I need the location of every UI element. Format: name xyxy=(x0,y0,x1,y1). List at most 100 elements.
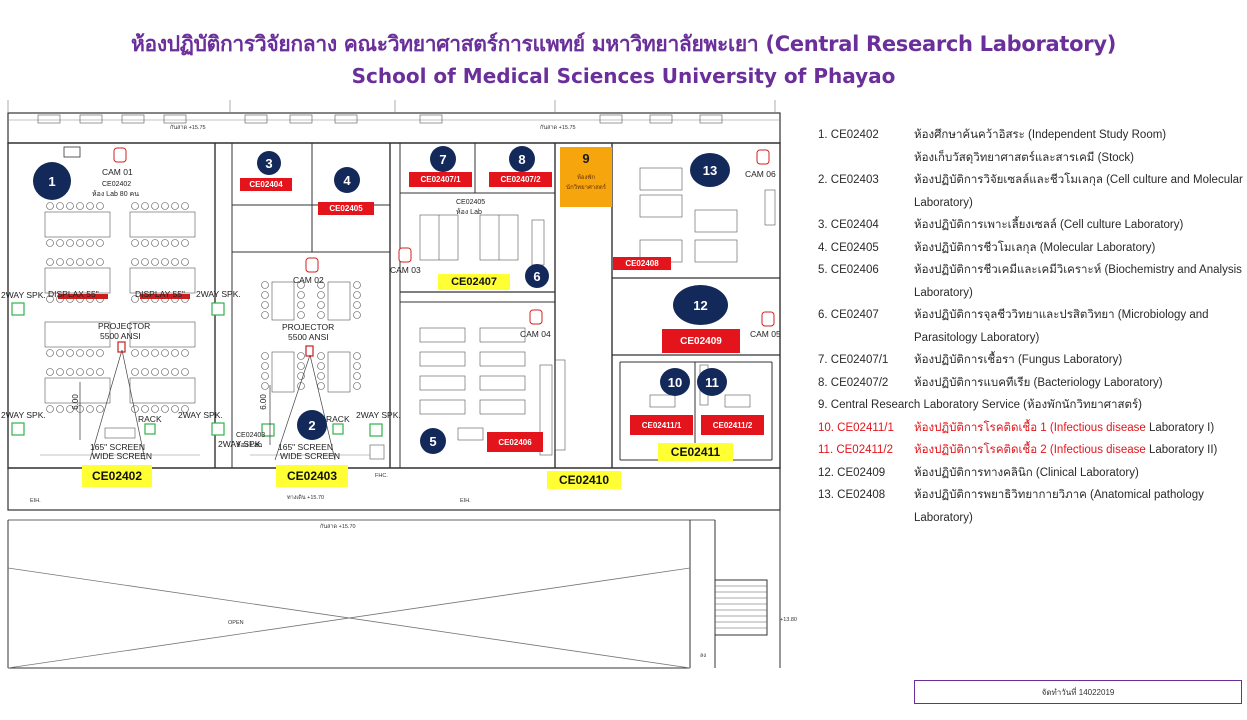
rack-label: RACK xyxy=(138,414,162,424)
camera-icon xyxy=(529,309,543,325)
page-title-thai: ห้องปฏิบัติการวิจัยกลาง คณะวิทยาศาสตร์กา… xyxy=(130,32,1117,56)
legend-description: ห้องปฏิบัติการจุลชีววิทยาและปรสิตวิทยา (… xyxy=(914,304,1243,349)
legend-description-text: ห้องปฏิบัติการแบคทีเรีย (Bacteriology La… xyxy=(914,376,1163,389)
speaker-icon xyxy=(11,422,25,436)
room-number-9: 9 xyxy=(582,151,590,166)
room-code-ce02410: CE02410 xyxy=(547,471,621,489)
legend-description-text: ห้องศึกษาค้นคว้าอิสระ (Independent Study… xyxy=(914,129,1167,141)
legend-row: 13. CE02408 ห้องปฏิบัติการพยาธิวิทยากายวิ… xyxy=(818,484,1243,529)
legend-description-text: ห้องปฏิบัติการพยาธิวิทยากายวิภาค (Anatom… xyxy=(914,489,1204,524)
level-label: กันสาด +15.70 xyxy=(320,524,356,530)
speaker-icon xyxy=(261,423,275,437)
legend-code: 9. Central Research Laboratory Service (… xyxy=(818,399,1142,411)
speaker-label: 2WAY SPK. xyxy=(1,410,46,420)
projector-ansi: 5500 ANSI xyxy=(288,332,329,342)
speaker-icon xyxy=(11,302,25,316)
legend-row: ห้องเก็บวัสดุวิทยาศาสตร์และสารเคมี (Stoc… xyxy=(818,147,1243,170)
level-label: กันสาด +15.75 xyxy=(170,125,206,131)
legend-code: 13. CE02408 xyxy=(818,489,886,501)
camera-icon xyxy=(761,311,775,327)
legend-description: ห้องปฏิบัติการโรคติดเชื้อ 1 (Infectious … xyxy=(914,417,1243,440)
legend-description: ห้องศึกษาค้นคว้าอิสระ (Independent Study… xyxy=(914,124,1243,147)
legend-description-text: ห้องปฏิบัติการวิจัยเซลล์และชีวโมเลกุล (C… xyxy=(914,174,1243,209)
speaker-label: 2WAY SPK. xyxy=(1,290,46,300)
legend-row: 7. CE02407/1 ห้องปฏิบัติการเชื้อรา (Fungu… xyxy=(818,349,1243,372)
legend-code xyxy=(818,147,914,170)
screen-label: 165" SCREEN xyxy=(278,442,333,452)
room-number-13: 13 xyxy=(690,153,730,187)
eh-label: EIH. xyxy=(460,498,471,504)
display-screen-1 xyxy=(58,294,108,299)
legend-code: 5. CE02406 xyxy=(818,264,879,276)
room-tag-ce02408: CE02408 xyxy=(613,257,671,270)
legend-description: ห้องปฏิบัติการโรคติดเชื้อ 2 (Infectious … xyxy=(914,439,1243,462)
display-label: DISPLAY 55" xyxy=(135,289,185,299)
room-number-1: 1 xyxy=(33,162,71,200)
legend-code: 7. CE02407/1 xyxy=(818,354,889,366)
legend-description-text: ห้องปฏิบัติการเพาะเลี้ยงเซลล์ (Cell cult… xyxy=(914,219,1184,231)
speaker-icon xyxy=(211,422,225,436)
legend-code: 6. CE02407 xyxy=(818,309,879,321)
display-screen-2 xyxy=(140,294,190,299)
room-9-caption: นักวิทยาศาสตร์ xyxy=(566,185,606,191)
room-number-8: 8 xyxy=(509,146,535,172)
legend-code: 1. CE02402 xyxy=(818,129,879,141)
legend-code: 4. CE02405 xyxy=(818,241,879,254)
camera-icon xyxy=(398,247,412,263)
display-label: DISPLAX 55" xyxy=(48,289,99,299)
legend-row: 6. CE02407 ห้องปฏิบัติการจุลชีววิทยาและปร… xyxy=(818,304,1243,349)
room-caption: ห้อง Lab xyxy=(456,209,482,216)
dimension-label: 6.00 xyxy=(70,394,80,410)
floor-plan xyxy=(7,100,781,669)
legend-description-text: ห้องปฏิบัติการจุลชีววิทยาและปรสิตวิทยา (… xyxy=(914,309,1209,344)
room-legend: 1. CE02402 ห้องศึกษาค้นคว้าอิสระ (Indepen… xyxy=(818,124,1243,529)
eh-label: EIH. xyxy=(30,498,41,504)
room-number-12: 12 xyxy=(673,285,728,325)
rack-icon xyxy=(332,423,344,435)
legend-description: ห้องปฏิบัติการแบคทีเรีย (Bacteriology La… xyxy=(914,372,1243,395)
legend-description: ห้องปฏิบัติการชีวเคมีและเคมีวิเคราะห์ (B… xyxy=(914,259,1243,304)
speaker-icon xyxy=(369,423,383,437)
room-number-6: 6 xyxy=(525,264,549,288)
legend-description-text: ห้องปฏิบัติการโรคติดเชื้อ 2 (Infectious … xyxy=(914,444,1146,456)
legend-description: ห้องปฏิบัติการเชื้อรา (Fungus Laboratory… xyxy=(914,349,1243,372)
room-9-box: 9 ห้องพัก นักวิทยาศาสตร์ xyxy=(560,147,612,207)
projector-icon xyxy=(305,345,314,357)
fhc-label: FHC. xyxy=(375,473,388,479)
top-wall xyxy=(7,112,781,144)
camera-icon xyxy=(756,149,770,165)
projector-label: PROJECTOR xyxy=(98,321,151,331)
camera-label: CAM 02 xyxy=(293,275,324,285)
legend-row: 2. CE02403 ห้องปฏิบัติการวิจัยเซลล์และชีว… xyxy=(818,169,1243,214)
room-tag-ce02407-1: CE02407/1 xyxy=(409,172,472,187)
room-code-ce02411: CE02411 xyxy=(658,443,733,461)
legend-code: 12. CE02409 xyxy=(818,466,886,479)
level-label: กันสาด +15.75 xyxy=(540,125,576,131)
projector-ansi: 5500 ANSI xyxy=(100,331,141,341)
projector-label: PROJECTOR xyxy=(282,322,335,332)
room-code-ce02403: CE02403 xyxy=(276,465,348,487)
legend-description: ห้องปฏิบัติการชีวโมเลกุล (Molecular Labo… xyxy=(914,237,1243,260)
legend-description: ห้องปฏิบัติการพยาธิวิทยากายวิภาค (Anatom… xyxy=(914,484,1243,529)
room-number-10: 10 xyxy=(660,368,690,396)
room-number-2: 2 xyxy=(297,410,327,440)
legend-row: 4. CE02405 ห้องปฏิบัติการชีวโมเลกุล (Mole… xyxy=(818,237,1243,260)
legend-description-text: ห้องเก็บวัสดุวิทยาศาสตร์และสารเคมี (Stoc… xyxy=(914,151,1135,164)
legend-row: 5. CE02406 ห้องปฏิบัติการชีวเคมีและเคมีวิ… xyxy=(818,259,1243,304)
room-tag-ce02407-2: CE02407/2 xyxy=(489,172,552,187)
level-label: +13.80 xyxy=(780,617,797,623)
room-code: CE02403 xyxy=(236,432,266,439)
legend-description: ห้องปฏิบัติการวิจัยเซลล์และชีวโมเลกุล (C… xyxy=(914,169,1243,214)
camera-label: CAM 03 xyxy=(390,265,421,275)
room-tag-ce02411-2: CE02411/2 xyxy=(701,415,764,435)
legend-description-text: ห้องปฏิบัติการทางคลินิก (Clinical Labora… xyxy=(914,466,1139,479)
legend-description: ห้องเก็บวัสดุวิทยาศาสตร์และสารเคมี (Stoc… xyxy=(914,147,1243,170)
legend-description-text: ห้องปฏิบัติการชีวเคมีและเคมีวิเคราะห์ (B… xyxy=(914,264,1242,299)
open-label: OPEN xyxy=(228,620,244,626)
room-tag-ce02409: CE02409 xyxy=(662,329,740,353)
dimension-label: 6.00 xyxy=(258,394,268,410)
camera-label: CAM 05 xyxy=(750,329,781,339)
rack-icon xyxy=(144,423,156,435)
room-tag-ce02411-1: CE02411/1 xyxy=(630,415,693,435)
room-code-ce02402: CE02402 xyxy=(82,465,152,487)
